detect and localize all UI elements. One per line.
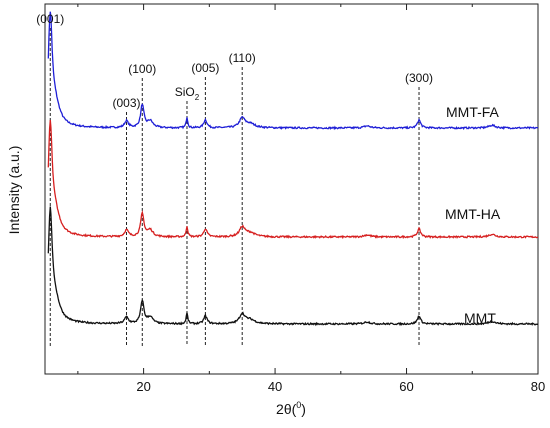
x-axis-title-sup: 0 [296, 400, 301, 410]
x-axis-title-main: 2θ( [276, 401, 297, 417]
series-label-mmt-ha: MMT-HA [445, 206, 501, 222]
x-tick-label: 80 [531, 379, 545, 394]
series-line-mmt [47, 206, 539, 327]
y-axis-title: Intensity (a.u.) [6, 146, 22, 235]
series-group [47, 11, 539, 327]
x-tick-label: 40 [268, 379, 282, 394]
x-tick-label: 60 [399, 379, 413, 394]
reflection-label: (300) [405, 71, 433, 85]
x-axis-title-tail: ) [301, 401, 306, 417]
plot-frame [44, 3, 539, 375]
x-axis-ticks: 20 40 60 80 [77, 4, 545, 394]
reflection-label: SiO2 [175, 85, 200, 102]
reflection-label: (005) [191, 61, 219, 75]
series-label-mmt-fa: MMT-FA [446, 104, 500, 120]
series-label-mmt: MMT [464, 310, 496, 326]
series-line-mmt-ha [47, 120, 539, 240]
reflection-lines [49, 28, 420, 346]
series-line-mmt-fa [47, 11, 539, 131]
reflection-label: (110) [229, 51, 256, 65]
reflection-label: (003) [113, 96, 141, 110]
reflection-labels: (001) (003) (100) SiO2 (005) (110) (300) [36, 12, 433, 110]
x-axis-title: 2θ(0) [276, 400, 306, 417]
reflection-label: (001) [36, 12, 64, 26]
series-labels: MMT-FA MMT-HA MMT [445, 104, 501, 326]
x-tick-label: 20 [136, 379, 150, 394]
reflection-label: (100) [128, 62, 156, 76]
